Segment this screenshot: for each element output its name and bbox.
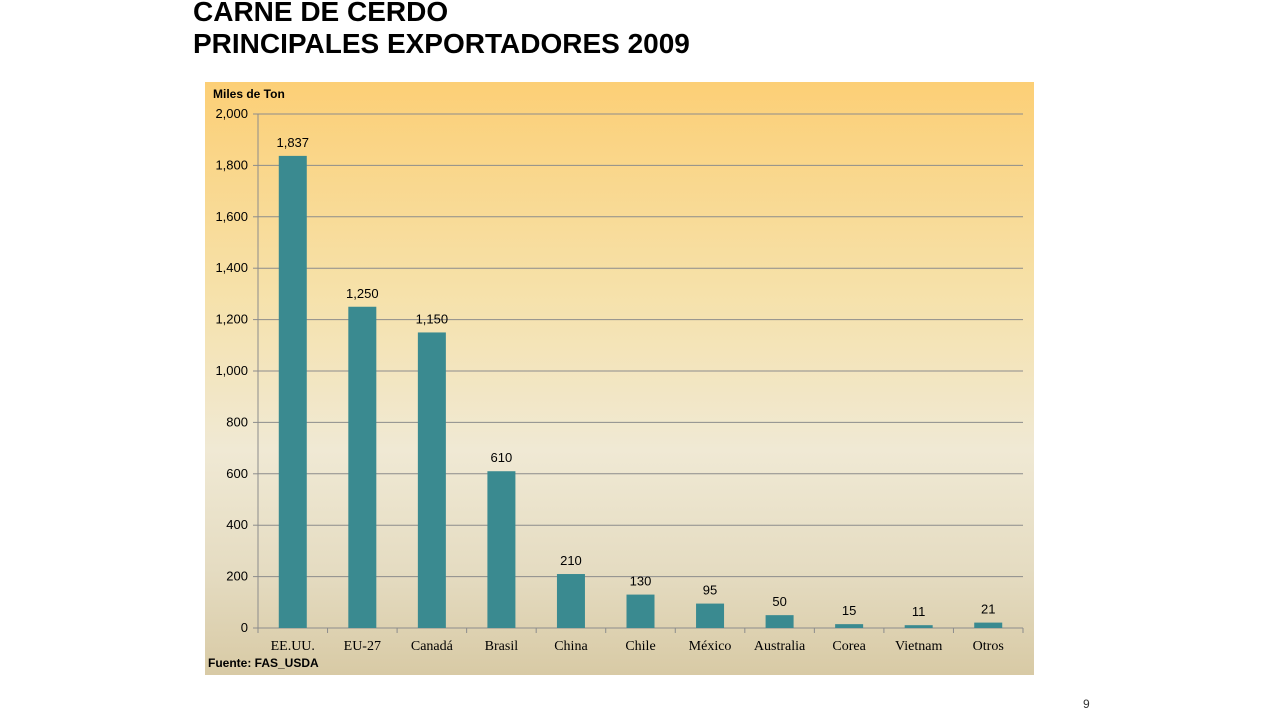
y-tick-label: 1,200 bbox=[215, 312, 248, 327]
bar bbox=[556, 574, 585, 628]
y-tick-label: 200 bbox=[226, 569, 248, 584]
data-label: 21 bbox=[981, 602, 995, 617]
bar bbox=[417, 332, 446, 628]
page-number: 9 bbox=[1083, 697, 1090, 711]
data-label: 1,150 bbox=[416, 311, 449, 326]
data-label: 95 bbox=[703, 583, 717, 598]
x-tick-label: Canadá bbox=[411, 639, 454, 654]
data-label: 1,837 bbox=[276, 135, 309, 150]
y-tick-label: 400 bbox=[226, 517, 248, 532]
y-tick-label: 600 bbox=[226, 466, 248, 481]
x-tick-label: Vietnam bbox=[895, 639, 942, 654]
bar bbox=[835, 624, 864, 628]
data-label: 11 bbox=[912, 604, 926, 619]
x-tick-label: Australia bbox=[754, 639, 806, 654]
bar bbox=[974, 622, 1003, 628]
bar bbox=[904, 625, 933, 628]
data-label: 210 bbox=[560, 553, 582, 568]
x-tick-label: México bbox=[689, 639, 732, 654]
x-tick-label: Chile bbox=[625, 639, 655, 654]
bar bbox=[696, 603, 725, 628]
slide-title-line-1: CARNE DE CERDO bbox=[193, 0, 449, 27]
x-tick-label: Corea bbox=[832, 639, 866, 654]
y-tick-label: 1,800 bbox=[215, 157, 248, 172]
source-note: Fuente: FAS_USDA bbox=[208, 656, 319, 670]
data-label: 15 bbox=[842, 603, 856, 618]
x-tick-label: EU-27 bbox=[344, 639, 381, 654]
x-tick-label: EE.UU. bbox=[271, 639, 315, 654]
y-tick-label: 1,400 bbox=[215, 260, 248, 275]
bar bbox=[348, 306, 377, 628]
data-label: 50 bbox=[772, 594, 786, 609]
data-label: 130 bbox=[630, 574, 652, 589]
bar bbox=[765, 615, 794, 628]
slide-title-line-2: PRINCIPALES EXPORTADORES 2009 bbox=[193, 28, 690, 59]
bar bbox=[278, 155, 307, 629]
x-tick-label: China bbox=[554, 639, 588, 654]
y-tick-label: 2,000 bbox=[215, 106, 248, 121]
x-tick-label: Otros bbox=[973, 639, 1004, 654]
bar bbox=[487, 471, 516, 628]
x-tick-label: Brasil bbox=[485, 639, 519, 654]
y-tick-label: 1,000 bbox=[215, 363, 248, 378]
data-label: 1,250 bbox=[346, 286, 379, 301]
y-tick-label: 0 bbox=[241, 620, 248, 635]
y-tick-label: 1,600 bbox=[215, 209, 248, 224]
slide-title: CARNE DE CERDO PRINCIPALES EXPORTADORES … bbox=[193, 0, 690, 60]
data-label: 610 bbox=[491, 450, 513, 465]
y-tick-label: 800 bbox=[226, 414, 248, 429]
bar bbox=[626, 594, 655, 628]
y-axis-unit-label: Miles de Ton bbox=[213, 87, 285, 101]
